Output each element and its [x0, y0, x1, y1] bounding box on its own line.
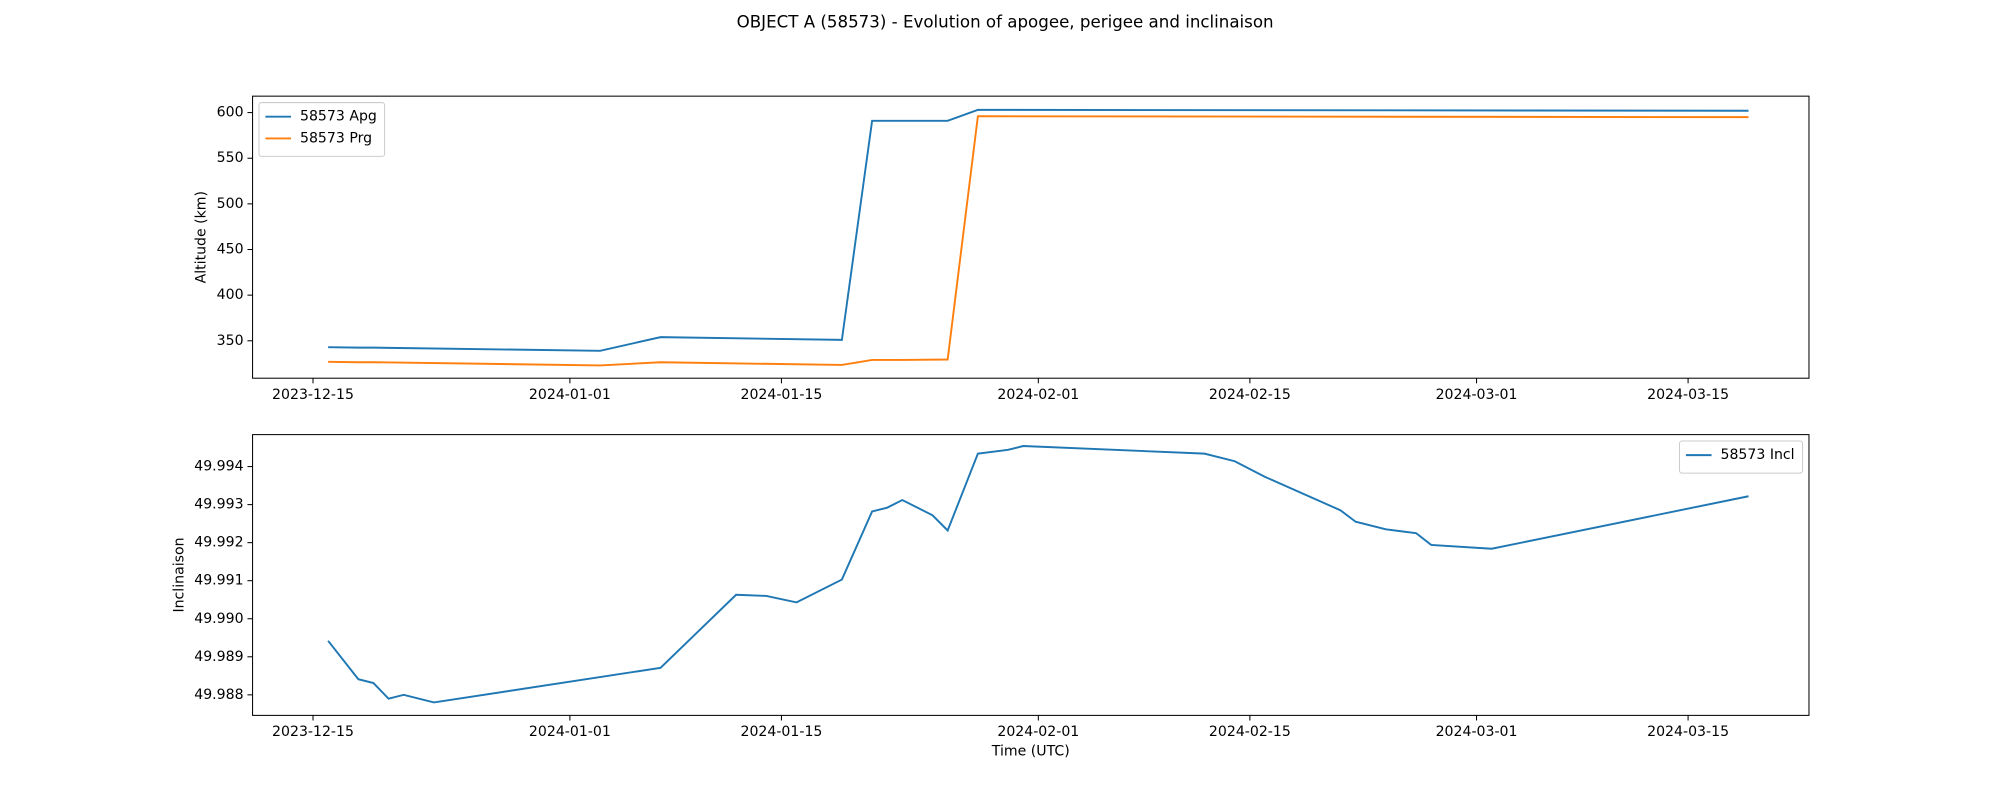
- x-tick-label: 2023-12-15: [272, 724, 354, 740]
- y-tick-label: 49.993: [194, 497, 243, 513]
- x-tick-label: 2024-02-15: [1209, 724, 1291, 740]
- legend-label: 58573 Apg: [300, 109, 377, 125]
- y-tick-label: 49.988: [194, 687, 243, 703]
- series-line: [328, 108, 1749, 352]
- series-line: [327, 445, 1749, 704]
- y-axis-label: Inclinaison: [171, 537, 187, 612]
- x-tick-label: 2024-01-01: [529, 387, 611, 403]
- y-tick-label: 49.994: [194, 459, 243, 475]
- y-tick-label: 49.990: [194, 611, 243, 627]
- legend-box: [1678, 440, 1804, 474]
- x-tick-label: 2024-02-01: [997, 724, 1079, 740]
- plot-frame: [252, 95, 1810, 379]
- x-tick-label: 2024-03-15: [1647, 724, 1729, 740]
- y-tick-label: 49.989: [194, 649, 243, 665]
- x-tick-label: 2023-12-15: [272, 387, 354, 403]
- x-tick-label: 2024-02-01: [997, 387, 1079, 403]
- y-tick-label: 600: [217, 105, 244, 121]
- y-tick-label: 49.992: [194, 535, 243, 551]
- legend-label: 58573 Prg: [300, 130, 372, 146]
- y-tick-label: 400: [217, 287, 244, 303]
- x-tick-label: 2024-01-01: [529, 724, 611, 740]
- x-tick-label: 2024-01-15: [740, 724, 822, 740]
- figure-title: OBJECT A (58573) - Evolution of apogee, …: [737, 13, 1274, 32]
- x-tick-label: 2024-03-01: [1436, 387, 1518, 403]
- x-tick-label: 2024-03-15: [1647, 387, 1729, 403]
- series-line: [328, 115, 1749, 367]
- y-tick-label: 350: [217, 333, 244, 349]
- y-tick-label: 500: [217, 196, 244, 212]
- y-tick-label: 49.991: [194, 573, 243, 589]
- y-axis-label: Altitude (km): [193, 191, 209, 283]
- x-axis-label: Time (UTC): [991, 743, 1070, 759]
- legend-label: 58573 Incl: [1721, 447, 1795, 463]
- x-tick-label: 2024-03-01: [1436, 724, 1518, 740]
- x-tick-label: 2024-02-15: [1209, 387, 1291, 403]
- y-tick-label: 450: [217, 242, 244, 258]
- x-tick-label: 2024-01-15: [740, 387, 822, 403]
- y-tick-label: 550: [217, 150, 244, 166]
- plot-frame: [252, 434, 1810, 716]
